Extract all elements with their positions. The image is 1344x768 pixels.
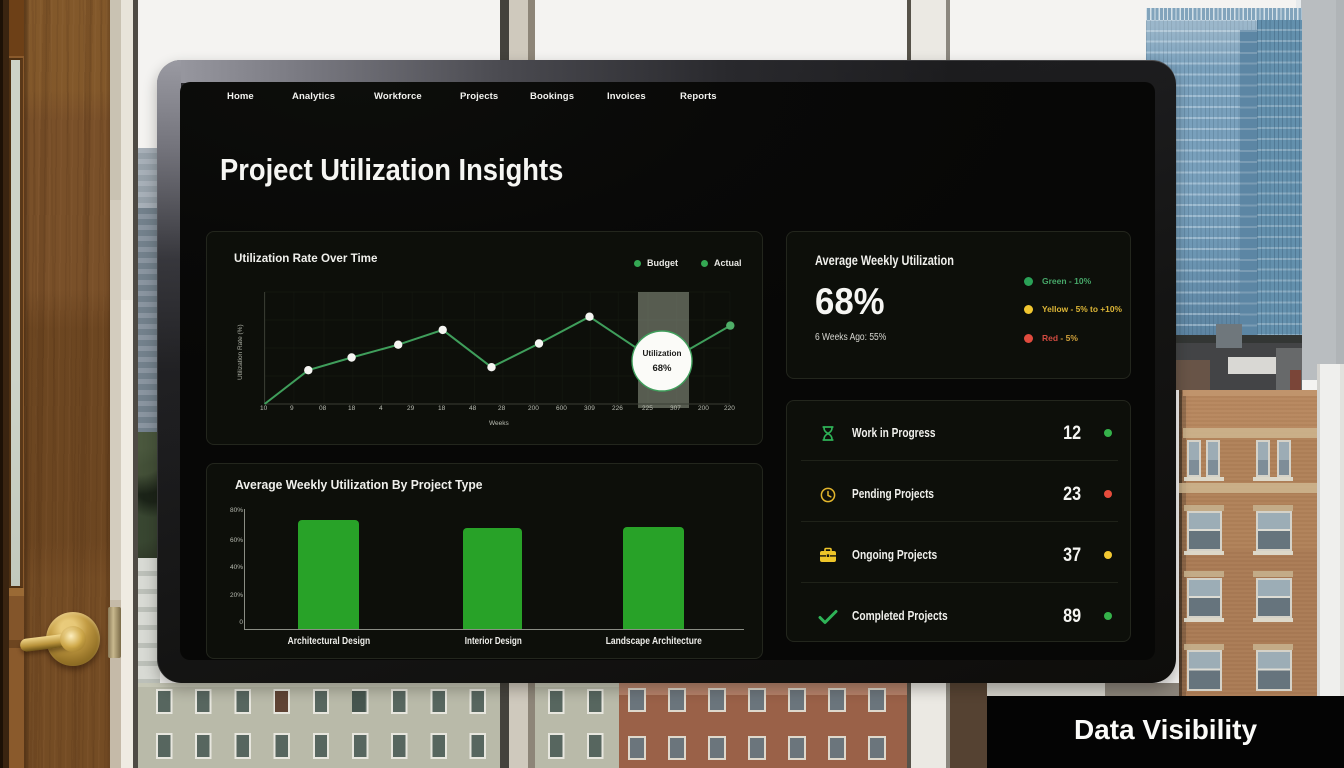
svg-text:68%: 68%: [652, 363, 672, 374]
svg-text:Utilization: Utilization: [642, 349, 681, 358]
